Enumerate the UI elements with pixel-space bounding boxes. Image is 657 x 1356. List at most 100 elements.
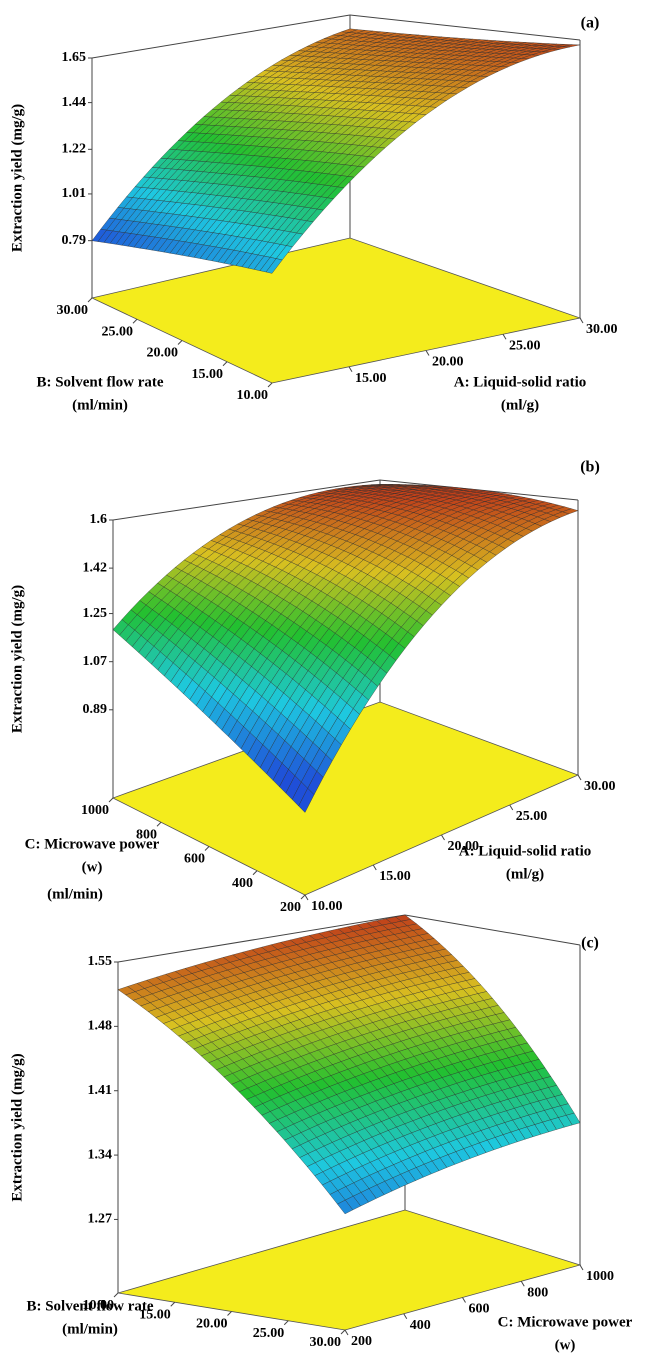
z-axis-title: Extraction yield (mg/g) xyxy=(9,104,25,252)
box-edge xyxy=(117,914,406,963)
x-tick-label: 15.00 xyxy=(355,371,387,386)
z-tick-label: 1.34 xyxy=(88,1147,113,1162)
z-tick-label: 0.89 xyxy=(83,702,108,717)
box-edge xyxy=(112,479,381,521)
y-tick xyxy=(108,797,114,803)
z-tick-label: 1.6 xyxy=(90,512,108,527)
x-axis-title: C: Microwave power xyxy=(498,1314,633,1330)
y-tick-label: 25.00 xyxy=(102,324,134,339)
y-tick-label: 400 xyxy=(232,876,253,891)
z-tick-label: 1.65 xyxy=(62,50,87,65)
x-tick xyxy=(372,864,377,871)
z-tick-label: 1.01 xyxy=(62,186,87,201)
x-tick xyxy=(502,333,507,340)
x-tick-label: 15.00 xyxy=(379,869,411,884)
z-tick-label: 1.42 xyxy=(83,560,108,575)
y-axis-title: B: Solvent flow rate xyxy=(36,374,163,390)
y-tick xyxy=(177,340,183,345)
x-axis-title: A: Liquid-solid ratio xyxy=(459,843,592,859)
x-tick-label: 800 xyxy=(527,1285,548,1300)
x-tick xyxy=(425,350,430,356)
y-tick xyxy=(300,894,306,900)
panel-label: (c) xyxy=(581,935,599,952)
x-tick xyxy=(344,1329,349,1336)
y-tick-label: 30.00 xyxy=(57,303,89,318)
x-axis-title: (w) xyxy=(555,1337,576,1353)
x-tick-label: 20.00 xyxy=(448,839,480,854)
surface-cell xyxy=(337,1199,354,1215)
x-tick xyxy=(579,1264,584,1271)
y-tick-label: 600 xyxy=(184,852,205,867)
z-tick-label: 1.55 xyxy=(88,954,113,969)
y-tick xyxy=(283,1320,289,1326)
z-axis-title: Extraction yield (mg/g) xyxy=(9,1053,25,1201)
panel: 0.89 1.07 1.25 1.42 1.6 Extraction yield (mg/… xyxy=(9,459,615,916)
annotation: (ml/min) xyxy=(47,886,103,902)
x-tick xyxy=(441,834,445,841)
x-tick-label: 30.00 xyxy=(584,779,616,794)
y-tick xyxy=(132,318,138,324)
box-edge xyxy=(404,914,581,946)
x-tick-label: 200 xyxy=(351,1334,372,1349)
z-tick-label: 0.79 xyxy=(62,233,87,248)
x-tick xyxy=(577,774,582,781)
y-tick-label: 15.00 xyxy=(139,1307,171,1322)
z-tick-label: 1.27 xyxy=(88,1212,113,1227)
y-axis-title: (ml/min) xyxy=(62,1321,118,1337)
y-axis-title: C: Microwave power xyxy=(25,836,160,852)
y-tick-label: 200 xyxy=(280,900,301,915)
y-tick xyxy=(222,361,228,367)
x-axis-title: (ml/g) xyxy=(506,866,544,882)
y-tick-label: 30.00 xyxy=(310,1335,342,1350)
y-tick-label: 20.00 xyxy=(196,1317,228,1332)
panel-label: (a) xyxy=(581,15,600,32)
y-tick-label: 15.00 xyxy=(192,367,224,382)
y-tick xyxy=(87,297,93,303)
x-axis-title: (ml/g) xyxy=(501,397,539,413)
y-tick xyxy=(156,821,162,827)
x-tick xyxy=(348,366,353,373)
y-axis-title: (ml/min) xyxy=(72,397,128,413)
y-tick-label: 10.00 xyxy=(83,1298,115,1313)
x-tick xyxy=(579,317,584,324)
y-tick xyxy=(227,1311,232,1316)
z-tick-label: 1.22 xyxy=(62,142,87,157)
y-tick xyxy=(170,1301,176,1307)
x-tick-label: 10.00 xyxy=(311,899,343,914)
z-tick-label: 1.41 xyxy=(88,1083,113,1098)
x-tick xyxy=(520,1280,525,1287)
x-tick-label: 20.00 xyxy=(432,355,464,370)
panel-label: (b) xyxy=(580,459,600,476)
y-tick xyxy=(252,870,258,876)
z-tick-label: 1.25 xyxy=(83,606,108,621)
y-tick xyxy=(340,1329,346,1335)
x-tick-label: 25.00 xyxy=(516,809,548,824)
x-tick-label: 600 xyxy=(469,1302,490,1317)
x-tick xyxy=(304,894,309,901)
y-tick-label: 25.00 xyxy=(253,1326,285,1341)
z-tick-label: 1.44 xyxy=(62,95,87,110)
panel: 1.27 1.34 1.41 1.48 1.55 Extraction yield (mg… xyxy=(9,914,633,1353)
x-tick xyxy=(462,1297,466,1303)
z-tick-label: 1.07 xyxy=(83,654,108,669)
box-edge xyxy=(349,14,581,41)
y-tick xyxy=(113,1292,119,1298)
box-edge xyxy=(91,14,351,59)
y-tick xyxy=(267,382,273,388)
panel: 0.79 1.01 1.22 1.44 1.65 Extraction yield (mg… xyxy=(9,14,618,413)
x-tick xyxy=(509,804,514,811)
y-axis-title: B: Solvent flow rate xyxy=(26,1298,153,1314)
surface-cell xyxy=(298,788,315,813)
y-tick-label: 10.00 xyxy=(237,388,269,403)
floor xyxy=(117,1209,582,1331)
surface-cell xyxy=(265,258,283,274)
x-tick-label: 30.00 xyxy=(586,322,618,337)
y-axis-title: (w) xyxy=(82,859,103,875)
x-tick-label: 25.00 xyxy=(509,338,541,353)
z-axis-title: Extraction yield (mg/g) xyxy=(9,585,25,733)
x-tick-label: 400 xyxy=(410,1318,431,1333)
z-tick-label: 1.48 xyxy=(88,1019,113,1034)
x-tick-label: 1000 xyxy=(586,1269,614,1284)
y-tick-label: 20.00 xyxy=(147,346,179,361)
